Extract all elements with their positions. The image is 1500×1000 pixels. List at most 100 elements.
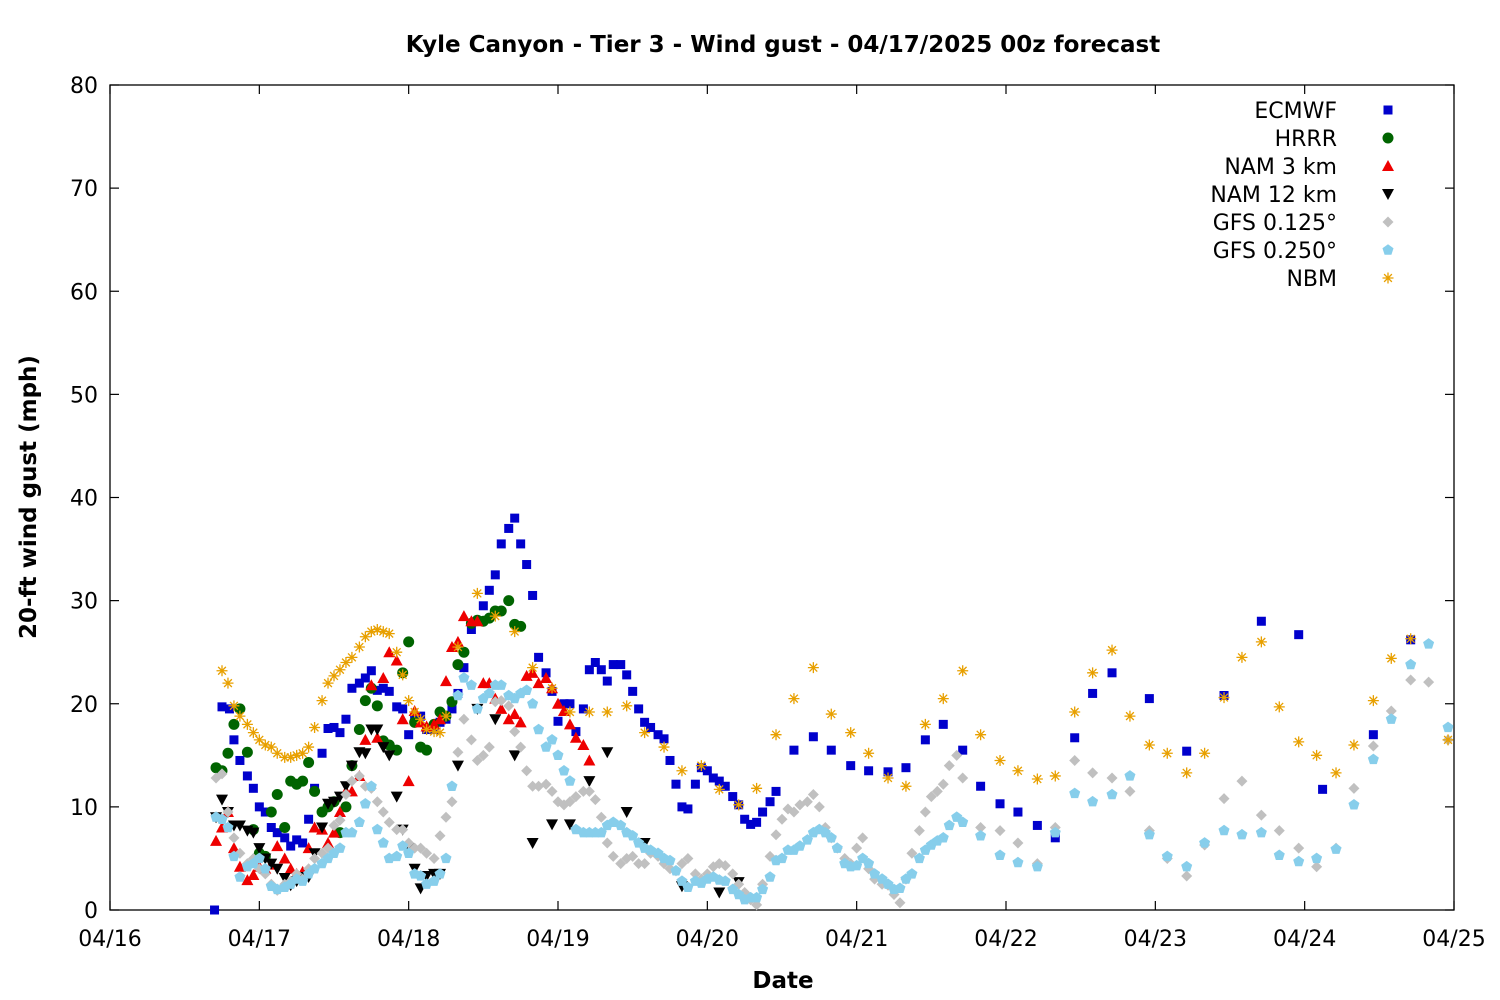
- data-point: [807, 662, 819, 674]
- data-point: [1106, 644, 1118, 656]
- data-point: [446, 796, 458, 808]
- data-point: [1181, 767, 1193, 779]
- data-point: [764, 871, 776, 882]
- data-point: [447, 704, 457, 714]
- data-point: [471, 754, 483, 766]
- data-point: [957, 816, 969, 828]
- data-point: [328, 796, 340, 808]
- data-point: [1181, 860, 1193, 872]
- data-point: [1143, 828, 1155, 840]
- data-point: [913, 825, 925, 837]
- data-point: [569, 731, 582, 743]
- data-point: [913, 852, 925, 864]
- data-point: [1012, 856, 1024, 868]
- data-point: [227, 842, 240, 854]
- data-point: [558, 764, 570, 776]
- x-tick-label: 04/18: [377, 927, 440, 952]
- x-tick-label: 04/23: [1124, 927, 1187, 952]
- data-point: [658, 741, 670, 753]
- data-point: [1199, 837, 1211, 848]
- data-point: [322, 677, 334, 689]
- data-point: [676, 858, 688, 870]
- data-point: [254, 802, 264, 812]
- data-point: [1013, 807, 1023, 817]
- data-point: [228, 718, 240, 730]
- data-point: [398, 704, 408, 714]
- data-point: [489, 714, 502, 726]
- data-point: [392, 702, 402, 712]
- data-point: [601, 747, 614, 759]
- data-point: [571, 727, 581, 737]
- data-point: [335, 728, 345, 738]
- data-point: [434, 727, 446, 739]
- series-nbm: [216, 587, 1454, 811]
- data-point: [1293, 736, 1305, 748]
- data-point: [359, 695, 371, 707]
- data-point: [627, 850, 639, 862]
- data-point: [452, 641, 464, 653]
- data-point: [341, 714, 351, 724]
- data-point: [1218, 824, 1230, 836]
- data-point: [845, 727, 857, 739]
- data-point: [713, 887, 726, 899]
- data-point: [366, 666, 376, 676]
- data-point: [527, 697, 539, 709]
- data-point: [584, 665, 594, 675]
- data-point: [1293, 842, 1305, 854]
- data-point: [446, 780, 458, 791]
- data-point: [228, 832, 240, 844]
- data-point: [869, 868, 881, 879]
- data-point: [621, 700, 633, 712]
- data-point: [831, 842, 843, 853]
- data-point: [616, 660, 626, 670]
- data-point: [540, 778, 552, 790]
- data-point: [253, 852, 265, 864]
- data-point: [1442, 721, 1454, 733]
- data-point: [900, 780, 912, 792]
- data-point: [360, 673, 370, 683]
- data-point: [702, 766, 712, 776]
- data-point: [279, 751, 291, 763]
- data-point: [452, 659, 464, 671]
- legend-marker: [1383, 105, 1393, 115]
- data-point: [440, 710, 452, 722]
- data-point: [765, 797, 775, 807]
- data-point: [564, 775, 576, 786]
- data-point: [1182, 746, 1192, 756]
- data-point: [265, 806, 277, 818]
- data-point: [390, 654, 403, 666]
- data-point: [546, 819, 559, 831]
- data-point: [676, 875, 688, 886]
- data-point: [222, 821, 234, 833]
- data-point: [333, 806, 346, 818]
- data-point: [265, 858, 278, 870]
- data-point: [577, 785, 589, 797]
- data-point: [509, 626, 521, 638]
- data-point: [526, 837, 539, 849]
- data-point: [286, 841, 296, 851]
- data-point: [776, 852, 788, 864]
- data-point: [920, 735, 930, 745]
- data-point: [1106, 788, 1118, 800]
- data-point: [471, 587, 483, 599]
- data-point: [659, 734, 669, 744]
- data-point: [1367, 753, 1379, 765]
- data-point: [483, 741, 495, 753]
- data-point: [510, 513, 520, 523]
- data-point: [328, 670, 340, 682]
- data-point: [695, 760, 707, 772]
- data-point: [297, 747, 309, 759]
- data-point: [540, 671, 553, 683]
- data-point: [328, 819, 340, 831]
- data-point: [304, 814, 314, 824]
- data-point: [484, 585, 494, 595]
- data-point: [284, 862, 297, 874]
- data-point: [508, 708, 521, 720]
- x-tick-label: 04/20: [676, 927, 739, 952]
- data-point: [995, 799, 1005, 809]
- data-point: [1106, 772, 1118, 784]
- data-point: [690, 779, 700, 789]
- data-point: [1069, 787, 1081, 799]
- data-point: [719, 860, 731, 872]
- data-point: [957, 665, 969, 677]
